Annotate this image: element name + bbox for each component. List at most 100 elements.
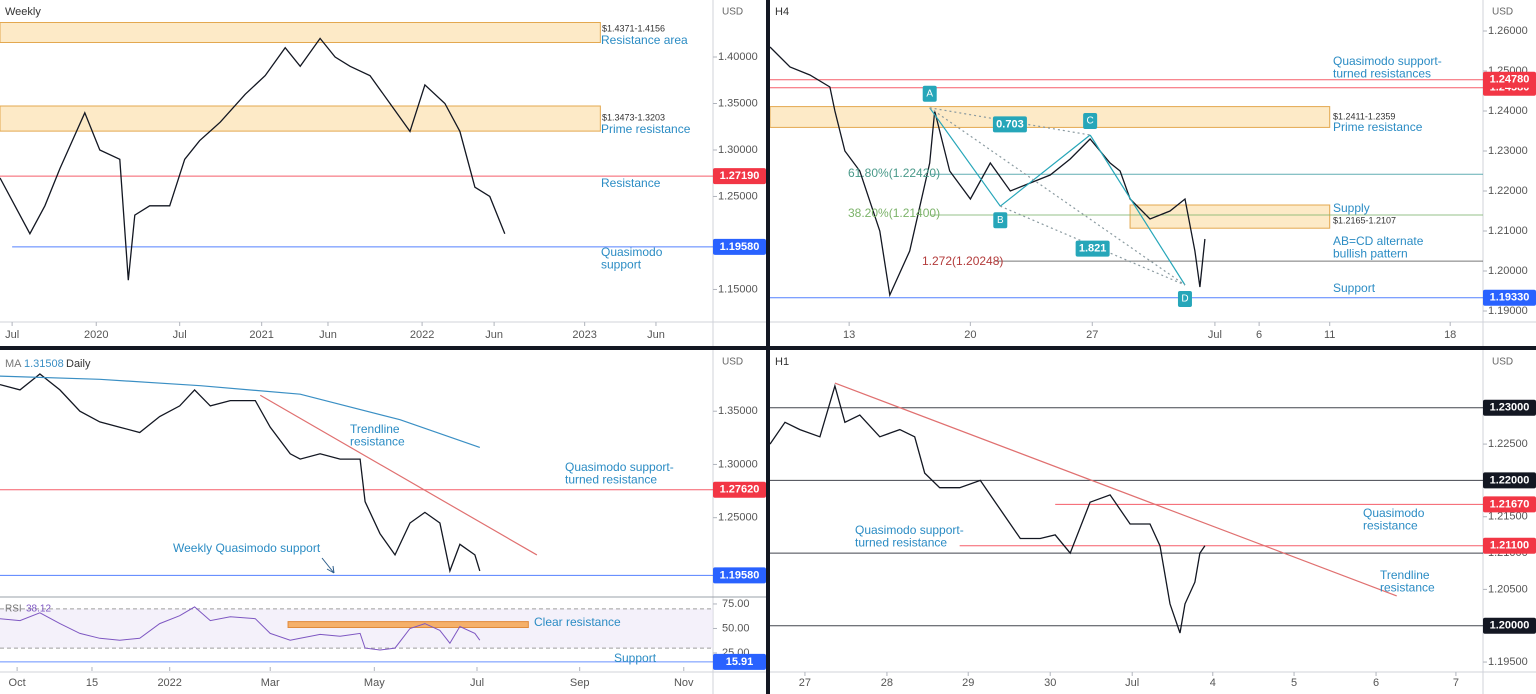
y-tick-label: 1.19000 (1488, 305, 1528, 317)
y-tick-label: 1.20500 (1488, 583, 1528, 595)
zone (769, 106, 1331, 128)
price-tag-label: 1.19330 (1490, 292, 1530, 304)
pattern-point-label: C (1087, 116, 1094, 127)
annotation: Prime resistance (601, 122, 691, 136)
price-tag-label: 1.27190 (720, 170, 760, 182)
ratio-label: 0.703 (996, 118, 1024, 130)
x-tick-label: Jul (1125, 677, 1139, 689)
x-tick-label: Sep (570, 677, 590, 689)
y-tick-label: 1.35000 (718, 405, 758, 417)
y-tick-label: 1.25000 (718, 512, 758, 524)
annotation: $1.4371-1.4156 (602, 23, 665, 33)
zone (0, 22, 601, 43)
pattern-point-box (1177, 291, 1192, 307)
price-tag (1483, 617, 1536, 634)
pattern-point-box (1083, 113, 1098, 129)
currency: USD (1492, 7, 1513, 18)
pattern-leg (999, 134, 1091, 207)
y-tick-label: 1.15000 (718, 283, 758, 295)
annotation: Trendline (1380, 568, 1430, 582)
x-tick-label: Jul (1208, 329, 1222, 341)
price-tag (1483, 399, 1536, 416)
x-tick-label: Jun (647, 329, 665, 341)
y-tick-label: 1.19500 (1488, 656, 1528, 668)
price-tag-label: 1.23000 (1490, 402, 1530, 414)
y-tick-label: 1.24000 (1488, 105, 1528, 117)
rsi-tick-label: 50.00 (722, 622, 750, 634)
y-tick-label: 1.25000 (718, 190, 758, 202)
moving-average (0, 375, 480, 448)
price-line (0, 373, 481, 574)
price-tag-label: 1.24780 (1490, 74, 1530, 86)
x-tick-label: Jun (319, 329, 337, 341)
y-tick-label: 1.20000 (1488, 265, 1528, 277)
divider (0, 346, 1536, 350)
price-tag-label: 1.27620 (720, 484, 760, 496)
currency: USD (722, 357, 743, 368)
x-tick-label: Nov (674, 677, 694, 689)
ma-value: 1.31508 (24, 358, 64, 370)
x-tick-label: 29 (962, 677, 974, 689)
annotation: 38.20%(1.21400) (848, 206, 940, 220)
annotation: $1.2411-1.2359 (1333, 111, 1395, 121)
annotation: 1.272(1.20248) (922, 254, 1003, 268)
annotation: 61.80%(1.22420) (848, 166, 940, 180)
y-tick-label: 1.30000 (718, 144, 758, 156)
annotation: resistance (1363, 519, 1418, 533)
annotation: Quasimodo support- (1333, 54, 1442, 68)
pattern-point-box (922, 85, 937, 102)
trendline (834, 382, 1397, 597)
rsi-zone (287, 621, 529, 628)
x-tick-label: 6 (1373, 677, 1379, 689)
panel-title: H1 (775, 356, 789, 368)
annotation: Support (614, 651, 657, 665)
y-tick-label: 1.40000 (718, 51, 758, 63)
x-tick-label: 30 (1044, 677, 1056, 689)
y-tick-label: 1.21500 (1488, 511, 1528, 523)
pattern-point-label: B (997, 215, 1004, 226)
y-tick-label: 1.22500 (1488, 438, 1528, 450)
price-tag (1483, 289, 1536, 306)
ratio-box (992, 116, 1027, 133)
x-tick-label: 28 (881, 677, 893, 689)
ratio-box (1075, 240, 1110, 257)
x-tick-label: 4 (1210, 677, 1216, 689)
y-tick-label: 1.30000 (718, 458, 758, 470)
price-tag-label: 1.20000 (1490, 620, 1530, 632)
x-tick-label: 6 (1256, 329, 1262, 341)
rsi-tick-label: 75.00 (722, 598, 750, 610)
price-tag (713, 653, 766, 670)
annotation: Quasimodo support- (855, 523, 964, 537)
x-tick-label: 20 (964, 329, 976, 341)
rsi-band-fill (0, 608, 713, 649)
x-tick-label: 2021 (249, 329, 273, 341)
price-tag (1483, 496, 1536, 513)
annotation: turned resistance (565, 473, 657, 487)
annotation: bullish pattern (1333, 247, 1408, 261)
price-tag (713, 168, 766, 185)
price-tag-label: 1.19580 (720, 241, 760, 253)
price-tag (1483, 537, 1536, 554)
panel-title: Weekly (5, 6, 41, 18)
currency: USD (1492, 357, 1513, 368)
x-tick-label: 5 (1291, 677, 1297, 689)
price-tag (1483, 472, 1536, 489)
y-tick-label: 1.35000 (718, 97, 758, 109)
arrow-head (326, 565, 335, 574)
zone (0, 105, 601, 132)
rsi-value: 38.12 (26, 604, 51, 615)
price-tag (713, 567, 766, 584)
x-tick-label: Jul (470, 677, 484, 689)
annotation: Quasimodo (1363, 506, 1425, 520)
panel-title: Daily (66, 358, 91, 370)
price-tag-label: 1.21670 (1490, 498, 1530, 510)
annotation: Trendline (350, 422, 400, 436)
panel-title: H4 (775, 6, 789, 18)
annotation: Resistance (601, 176, 661, 190)
annotation: Quasimodo (601, 245, 663, 259)
annotation: Quasimodo support- (565, 460, 674, 474)
x-tick-label: 27 (799, 677, 811, 689)
x-tick-label: Mar (261, 677, 280, 689)
x-tick-label: 2020 (84, 329, 108, 341)
pattern-point-label: D (1181, 294, 1188, 305)
